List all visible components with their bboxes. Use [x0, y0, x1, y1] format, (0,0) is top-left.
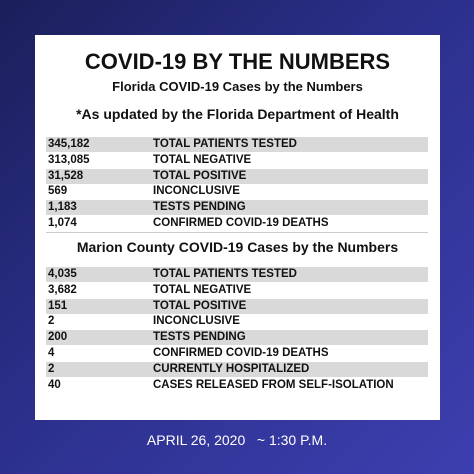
marion-heading: Marion County COVID-19 Cases by the Numb… [76, 239, 399, 255]
count: 31,528 [48, 169, 84, 182]
subtitle: Florida COVID-19 Cases by the Numbers [112, 79, 363, 94]
count: 1,183 [48, 201, 77, 214]
label: TESTS PENDING [153, 201, 246, 214]
title: COVID-19 BY THE NUMBERS [84, 49, 391, 74]
label: CONFIRMED COVID-19 DEATHS [153, 217, 329, 229]
table-row: 1,183 TESTS PENDING [46, 200, 428, 216]
label: TOTAL NEGATIVE [153, 153, 252, 166]
footer: APRIL 26, 2020 ~ 1:30 P.M. [0, 432, 474, 448]
table-row: 569 INCONCLUSIVE [46, 184, 428, 199]
count: 40 [48, 378, 61, 391]
divider [46, 232, 428, 233]
label: TOTAL NEGATIVE [153, 283, 252, 296]
table-row: 345,182 TOTAL PATIENTS TESTED [46, 137, 428, 152]
label: TOTAL POSITIVE [153, 299, 247, 312]
label: TOTAL PATIENTS TESTED [153, 138, 297, 150]
table-row: 4 CONFIRMED COVID-19 DEATHS [46, 346, 428, 361]
count: 345,182 [48, 138, 90, 150]
count: 200 [48, 331, 68, 344]
table-row: 3,682 TOTAL NEGATIVE [46, 283, 428, 298]
label: INCONCLUSIVE [153, 185, 240, 198]
count: 313,085 [48, 153, 90, 166]
count: 4,035 [48, 268, 77, 280]
label: CONFIRMED COVID-19 DEATHS [153, 347, 329, 359]
table-row: 40 CASES RELEASED FROM SELF-ISOLATION [46, 378, 428, 393]
count: 4 [48, 347, 55, 359]
count: 1,074 [48, 217, 77, 229]
count: 2 [48, 362, 55, 375]
table-row: 4,035 TOTAL PATIENTS TESTED [46, 267, 428, 282]
table-row: 313,085 TOTAL NEGATIVE [46, 153, 428, 168]
label: TOTAL POSITIVE [153, 169, 247, 182]
table-row: 2 CURRENTLY HOSPITALIZED [46, 361, 428, 377]
count: 3,682 [48, 283, 77, 296]
label: TOTAL PATIENTS TESTED [153, 268, 297, 280]
label: TESTS PENDING [153, 331, 246, 344]
panel: COVID-19 BY THE NUMBERS Florida COVID-19… [35, 35, 440, 420]
note: *As updated by the Florida Department of… [76, 106, 399, 122]
date: APRIL 26, 2020 [146, 432, 246, 448]
count: 569 [48, 185, 68, 198]
count: 2 [48, 315, 55, 328]
time: ~ 1:30 P.M. [256, 432, 328, 448]
table-row: 151 TOTAL POSITIVE [46, 298, 428, 314]
table-row: 1,074 CONFIRMED COVID-19 DEATHS [46, 216, 428, 231]
table-row: 2 INCONCLUSIVE [46, 314, 428, 329]
count: 151 [48, 299, 68, 312]
label: CURRENTLY HOSPITALIZED [153, 362, 310, 375]
table-row: 200 TESTS PENDING [46, 330, 428, 346]
table-row: 31,528 TOTAL POSITIVE [46, 168, 428, 184]
label: CASES RELEASED FROM SELF-ISOLATION [153, 378, 394, 391]
label: INCONCLUSIVE [153, 315, 240, 328]
